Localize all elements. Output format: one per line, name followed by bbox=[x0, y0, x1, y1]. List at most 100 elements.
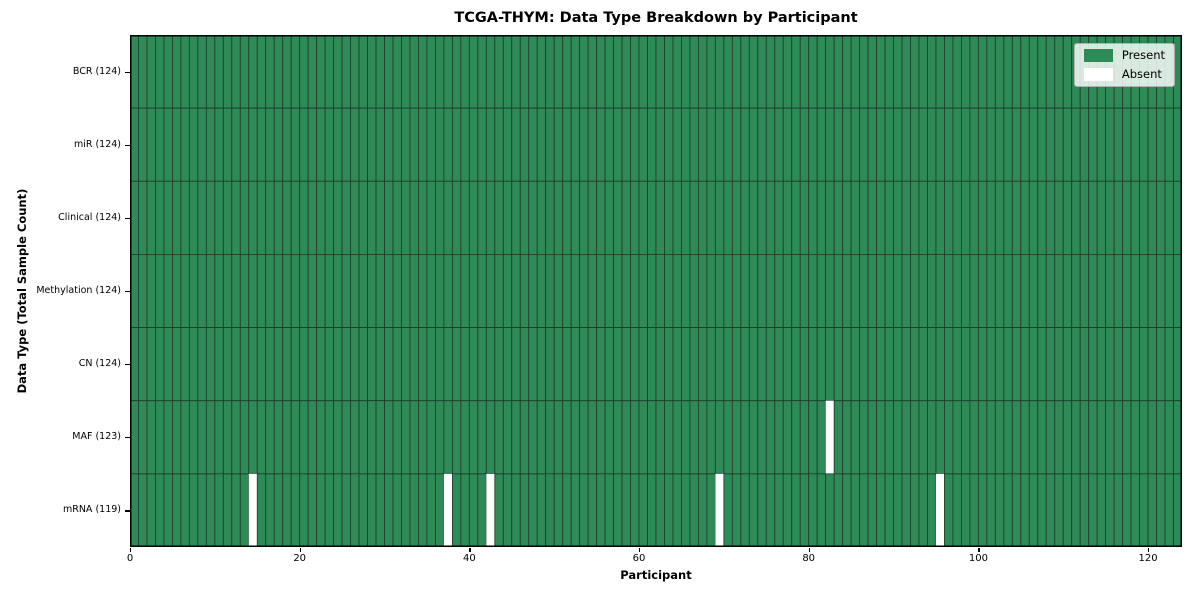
cell bbox=[681, 327, 691, 402]
cell bbox=[171, 473, 182, 547]
cell bbox=[960, 35, 971, 109]
cell bbox=[1130, 400, 1141, 475]
x-tick-label: 0 bbox=[126, 553, 134, 564]
cell bbox=[927, 107, 937, 182]
cell bbox=[553, 35, 564, 109]
cell bbox=[655, 327, 665, 402]
cell bbox=[935, 107, 945, 182]
cell bbox=[333, 327, 343, 402]
y-tick-label-mir: miR (124) bbox=[73, 138, 121, 150]
cell bbox=[969, 473, 979, 547]
cell bbox=[1003, 473, 1013, 547]
cell bbox=[1164, 327, 1174, 402]
cell bbox=[944, 473, 954, 547]
cell bbox=[511, 400, 521, 475]
cell bbox=[1096, 400, 1107, 475]
legend-item-present: Present bbox=[1083, 49, 1165, 62]
cell bbox=[884, 254, 894, 328]
cell bbox=[969, 35, 979, 109]
cell bbox=[808, 107, 818, 182]
cell bbox=[1054, 107, 1064, 182]
cell bbox=[350, 400, 360, 475]
cell bbox=[392, 473, 402, 547]
cell bbox=[630, 254, 640, 328]
cell bbox=[1003, 35, 1013, 109]
cell bbox=[316, 180, 326, 255]
cell bbox=[290, 107, 301, 182]
cell bbox=[604, 107, 615, 182]
cell bbox=[409, 327, 419, 402]
cell bbox=[451, 473, 462, 547]
cell bbox=[647, 35, 657, 109]
cell bbox=[994, 473, 1005, 547]
cell bbox=[664, 180, 674, 255]
cell bbox=[825, 35, 835, 109]
cell bbox=[1020, 254, 1030, 328]
cell bbox=[867, 35, 878, 109]
cell bbox=[265, 35, 275, 109]
cell bbox=[706, 473, 716, 547]
cell bbox=[706, 180, 716, 255]
cell bbox=[833, 254, 844, 328]
y-tick-mark bbox=[125, 71, 130, 73]
cell bbox=[613, 327, 623, 402]
cell bbox=[994, 327, 1005, 402]
cell bbox=[248, 107, 258, 182]
cell bbox=[850, 473, 861, 547]
cell bbox=[765, 473, 776, 547]
cell bbox=[808, 473, 818, 547]
legend-label-absent: Absent bbox=[1121, 67, 1162, 81]
cell bbox=[859, 254, 869, 328]
cell bbox=[994, 180, 1005, 255]
cell bbox=[494, 35, 504, 109]
cell bbox=[282, 180, 292, 255]
cell bbox=[697, 254, 708, 328]
cell bbox=[1054, 180, 1064, 255]
cell bbox=[1105, 327, 1115, 402]
cell bbox=[664, 473, 674, 547]
cell bbox=[138, 107, 148, 182]
cell bbox=[672, 180, 682, 255]
cell bbox=[723, 400, 733, 475]
cell bbox=[799, 180, 810, 255]
cell bbox=[1164, 254, 1174, 328]
cell bbox=[222, 254, 233, 328]
cell bbox=[621, 107, 631, 182]
cell bbox=[638, 107, 648, 182]
cell bbox=[579, 327, 589, 402]
cell bbox=[681, 254, 691, 328]
cell bbox=[138, 35, 148, 109]
cell bbox=[587, 107, 598, 182]
cell bbox=[502, 254, 513, 328]
cell bbox=[282, 254, 292, 328]
cell bbox=[1105, 180, 1115, 255]
cell bbox=[740, 180, 750, 255]
cell bbox=[799, 254, 810, 328]
cell bbox=[960, 473, 971, 547]
cell bbox=[757, 327, 767, 402]
cell bbox=[672, 107, 682, 182]
cell bbox=[282, 35, 292, 109]
cell bbox=[1079, 473, 1090, 547]
cell bbox=[765, 327, 776, 402]
cell bbox=[316, 473, 326, 547]
cell bbox=[867, 327, 878, 402]
cell bbox=[494, 254, 504, 328]
cell bbox=[485, 35, 496, 109]
cell bbox=[1045, 327, 1056, 402]
cell bbox=[867, 400, 878, 475]
cell bbox=[723, 180, 733, 255]
cell bbox=[647, 180, 657, 255]
cell bbox=[409, 400, 419, 475]
cell bbox=[927, 327, 937, 402]
cell bbox=[205, 400, 216, 475]
cell bbox=[842, 35, 852, 109]
cell bbox=[248, 400, 258, 475]
cell bbox=[553, 327, 564, 402]
cell bbox=[316, 400, 326, 475]
cell bbox=[375, 180, 385, 255]
cell bbox=[256, 254, 267, 328]
cell bbox=[655, 180, 665, 255]
cell bbox=[418, 400, 428, 475]
cell bbox=[689, 400, 699, 475]
